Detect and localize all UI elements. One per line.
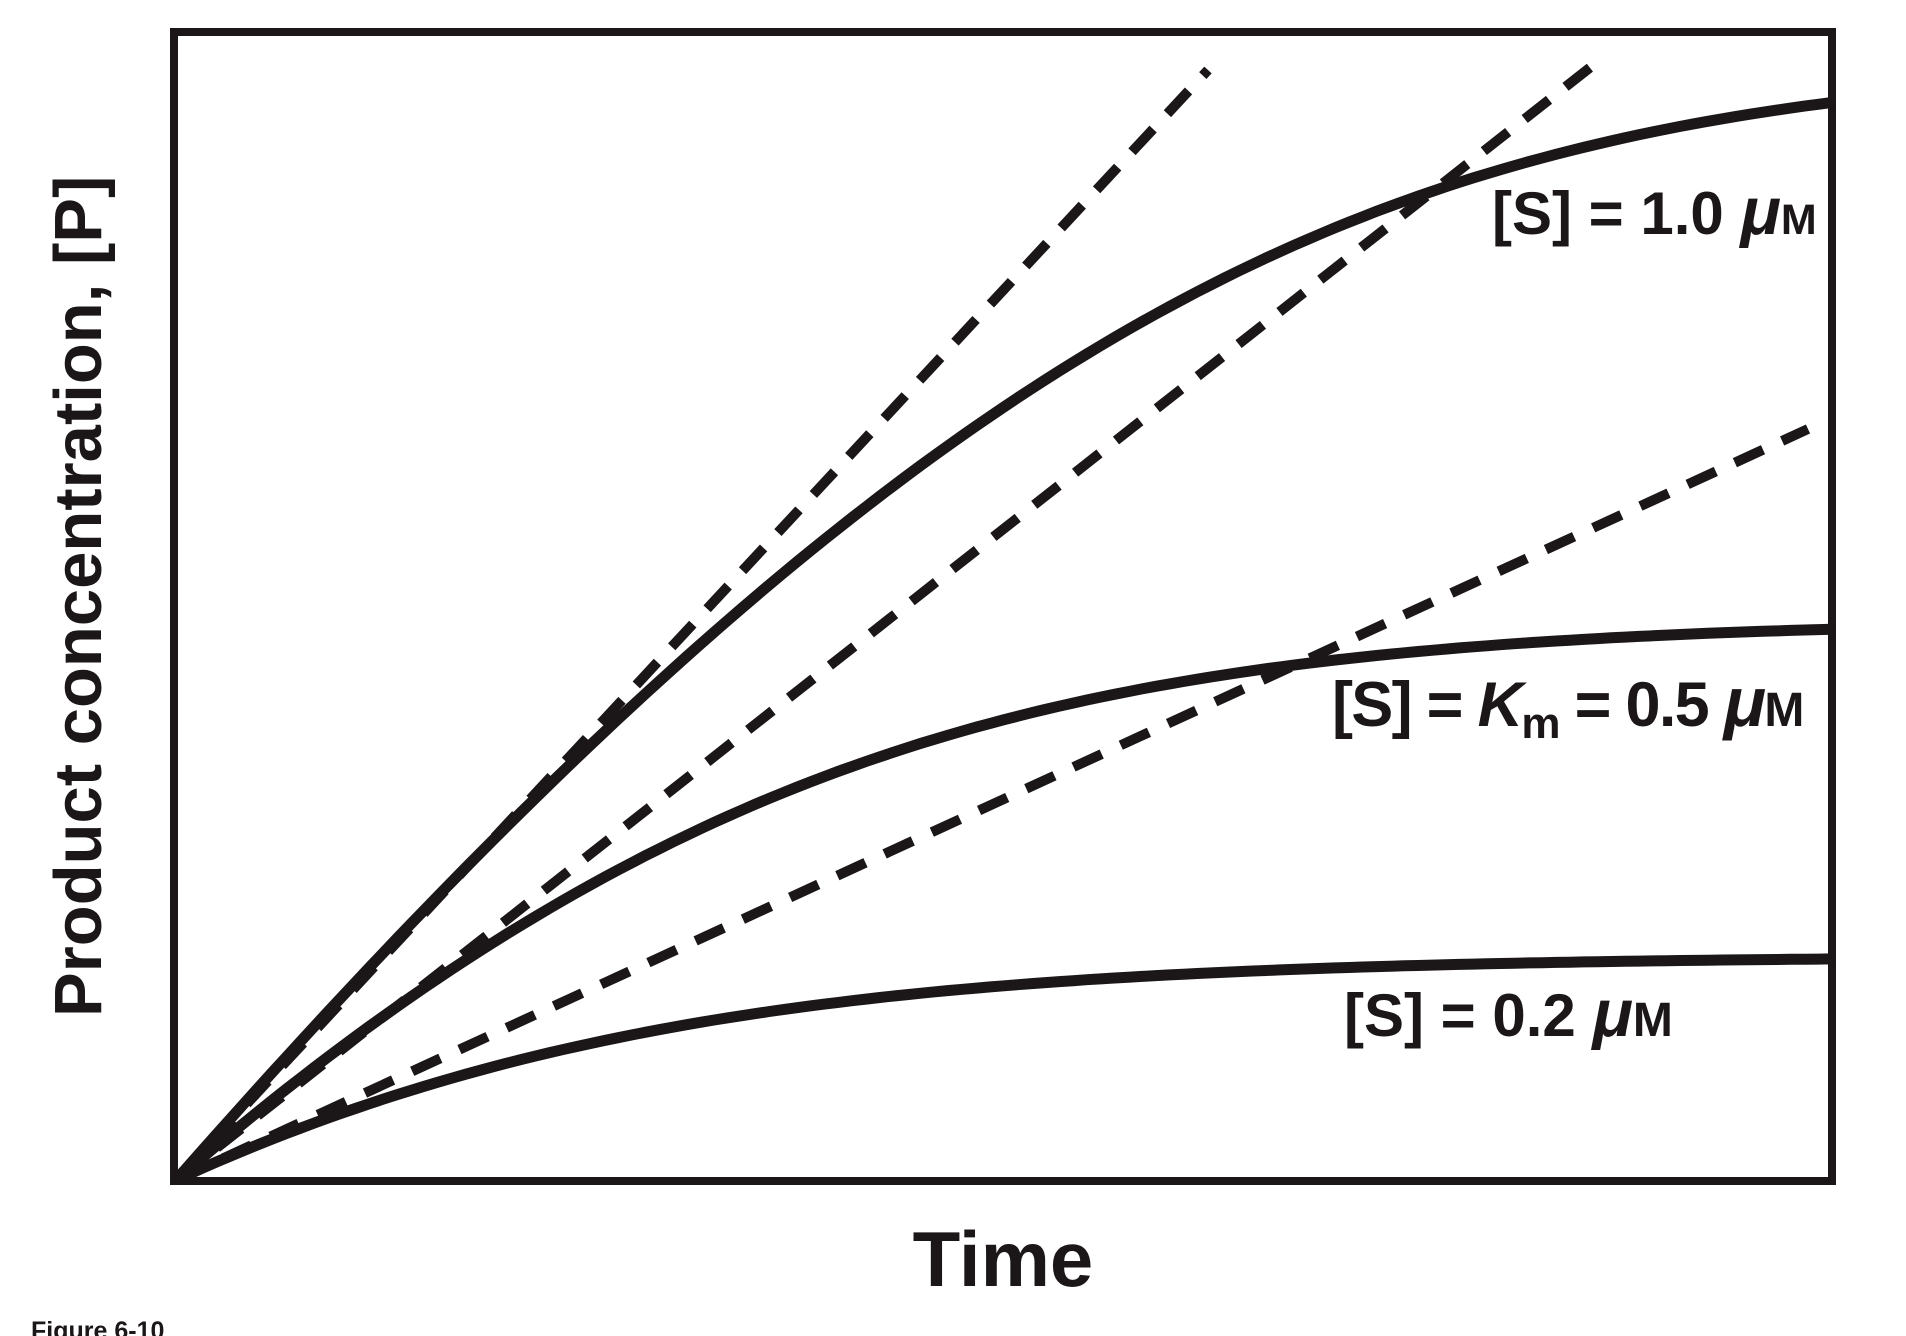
svg-text:Time: Time [913,1215,1094,1303]
svg-text:[S] = 1.0 μM: [S] = 1.0 μM [1492,174,1817,249]
svg-text:[S] = Km = 0.5 μM: [S] = Km = 0.5 μM [1332,663,1803,748]
svg-text:Figure 6-10: Figure 6-10 [31,1317,164,1336]
svg-text:[S] = 0.2 μM: [S] = 0.2 μM [1344,976,1673,1051]
svg-text:Product concentration, [P]: Product concentration, [P] [41,176,116,1017]
